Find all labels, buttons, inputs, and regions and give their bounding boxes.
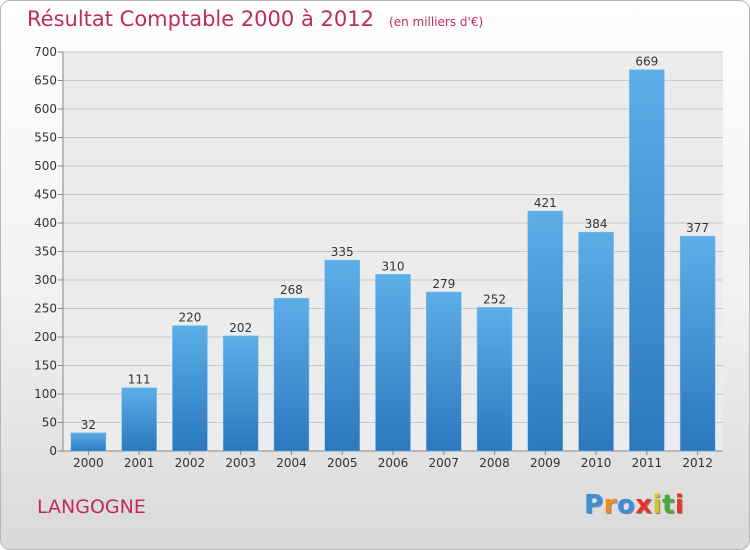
x-tick-label: 2003 bbox=[225, 456, 256, 470]
bar bbox=[375, 274, 411, 452]
logo-letter: x bbox=[635, 490, 653, 520]
bar bbox=[679, 235, 716, 452]
bar bbox=[172, 325, 208, 452]
x-tick-label: 2000 bbox=[73, 456, 104, 470]
bar-value-label: 252 bbox=[483, 292, 506, 306]
x-tick-label: 2010 bbox=[581, 456, 612, 470]
bar bbox=[222, 335, 259, 452]
x-tick-label: 2005 bbox=[327, 456, 358, 470]
proxiti-logo: Proxiti bbox=[584, 490, 684, 520]
y-tick-label: 700 bbox=[34, 45, 57, 59]
bar bbox=[578, 231, 614, 452]
bar-value-label: 111 bbox=[128, 373, 151, 387]
x-tick-label: 2011 bbox=[632, 456, 663, 470]
bar bbox=[476, 307, 513, 452]
bar bbox=[70, 432, 107, 452]
bar-value-label: 32 bbox=[81, 418, 96, 432]
x-tick-label: 2008 bbox=[479, 456, 510, 470]
y-tick-label: 600 bbox=[34, 102, 57, 116]
y-tick-label: 200 bbox=[34, 330, 57, 344]
logo-letter: i bbox=[674, 490, 685, 520]
bar-value-label: 669 bbox=[635, 55, 658, 69]
y-tick-label: 100 bbox=[34, 387, 57, 401]
y-tick-label: 250 bbox=[34, 302, 57, 316]
bar-value-label: 384 bbox=[585, 217, 608, 231]
bar-value-label: 421 bbox=[534, 196, 557, 210]
bar bbox=[426, 291, 462, 452]
x-tick-label: 2006 bbox=[378, 456, 409, 470]
logo-letter: o bbox=[616, 490, 636, 520]
bar-value-label: 268 bbox=[280, 283, 303, 297]
y-tick-label: 150 bbox=[34, 359, 57, 373]
y-tick-label: 50 bbox=[42, 416, 57, 430]
y-tick-label: 450 bbox=[34, 188, 57, 202]
bar bbox=[629, 69, 665, 452]
bar-value-label: 220 bbox=[178, 311, 201, 325]
y-tick-label: 400 bbox=[34, 216, 57, 230]
logo-letter: P bbox=[584, 490, 604, 520]
bar-value-label: 335 bbox=[331, 245, 354, 259]
y-tick-label: 650 bbox=[34, 74, 57, 88]
y-tick-label: 550 bbox=[34, 131, 57, 145]
logo-letter: r bbox=[603, 490, 617, 520]
x-tick-label: 2012 bbox=[682, 456, 713, 470]
x-tick-label: 2002 bbox=[175, 456, 206, 470]
bar bbox=[527, 210, 564, 452]
y-tick-label: 0 bbox=[49, 444, 57, 458]
y-tick-label: 350 bbox=[34, 245, 57, 259]
y-tick-label: 300 bbox=[34, 273, 57, 287]
logo-letter: i bbox=[652, 490, 662, 520]
chart-title-block: Résultat Comptable 2000 à 2012 (en milli… bbox=[27, 7, 483, 31]
bar-value-label: 202 bbox=[229, 321, 252, 335]
chart-subtitle: (en milliers d'€) bbox=[389, 15, 484, 29]
chart-title: Résultat Comptable 2000 à 2012 bbox=[27, 7, 374, 31]
place-name: LANGOGNE bbox=[37, 496, 146, 518]
bar bbox=[324, 259, 360, 452]
x-tick-label: 2004 bbox=[276, 456, 307, 470]
bar-value-label: 310 bbox=[382, 259, 405, 273]
x-tick-label: 2001 bbox=[124, 456, 155, 470]
bar bbox=[121, 387, 157, 452]
logo-letter: t bbox=[661, 490, 675, 520]
x-tick-label: 2007 bbox=[428, 456, 459, 470]
y-tick-label: 500 bbox=[34, 159, 57, 173]
bar-value-label: 377 bbox=[686, 221, 709, 235]
bar bbox=[273, 297, 310, 452]
bar-value-label: 279 bbox=[432, 277, 455, 291]
x-tick-label: 2009 bbox=[530, 456, 561, 470]
